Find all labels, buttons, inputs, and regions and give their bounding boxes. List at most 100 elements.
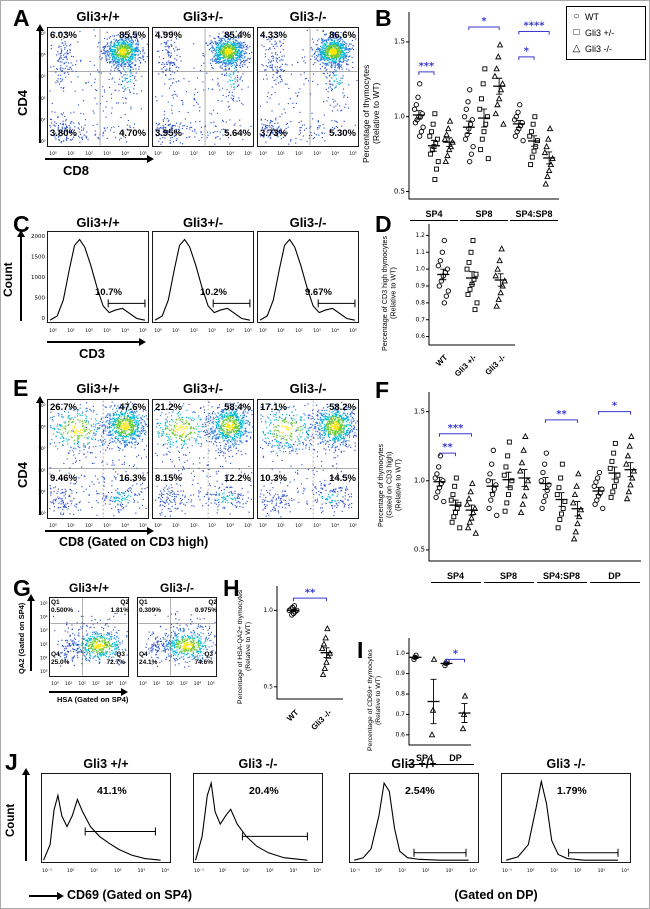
quad-pct: 58.2%	[329, 402, 356, 413]
quad-pct: 14.5%	[329, 473, 356, 484]
flow-title-a1: Gli3+/+	[76, 9, 120, 24]
panel-f-letter: F	[375, 377, 390, 403]
quad-pct: 5.30%	[329, 128, 356, 139]
gate-pct: 2.54%	[405, 785, 435, 797]
x-axis-arrowhead-icon	[147, 527, 154, 535]
gate-pct: 41.1%	[97, 785, 127, 797]
square-marker-icon: □	[573, 27, 580, 38]
quad-pct: 21.2%	[155, 402, 182, 413]
x-tick-label-ko: Gli3 -/-	[308, 708, 333, 732]
flow-title-e3: Gli3-/-	[289, 381, 327, 396]
quad-pct: 4.70%	[119, 128, 146, 139]
group-label-sp4: SP4	[430, 571, 481, 583]
panel-g-letter: G	[13, 575, 31, 601]
panel-a-letter: A	[13, 5, 30, 31]
legend: ○ WT □ Gli3 +/- △ Gli3 -/-	[566, 6, 646, 60]
scatter-plot-b	[385, 7, 563, 205]
legend-item-het: □ Gli3 +/-	[571, 25, 641, 41]
y-axis-arrowhead-icon	[17, 230, 25, 237]
panel-d-letter: D	[375, 211, 392, 237]
x-tick-label-wt: WT	[284, 708, 300, 724]
circle-marker-icon: ○	[573, 11, 580, 22]
histogram-plot	[257, 231, 359, 339]
e-x-axis-label: CD8 (Gated on CD3 high)	[59, 535, 209, 549]
q3-label: Q3	[116, 651, 125, 658]
x-axis-arrowhead-icon	[121, 688, 128, 696]
y-axis-label-cd4: CD4	[15, 90, 30, 117]
scatter-plot-f	[405, 387, 645, 567]
flow-title-g2: Gli3-/-	[159, 581, 194, 595]
flow-density-plot	[152, 27, 254, 159]
quad-q4-block: Q4 24.1%	[139, 651, 175, 667]
x-axis-arrow-line	[49, 691, 121, 693]
scatter-plot-i	[385, 635, 479, 751]
quad-pct: 4.99%	[155, 30, 182, 41]
flow-title-a2: Gli3+/-	[182, 9, 224, 24]
flow-density-plot	[257, 399, 359, 531]
quad-q4-block: Q4 25.0%	[51, 651, 87, 667]
q2-label: Q2	[120, 599, 129, 606]
quad-pct: 3.95%	[155, 128, 182, 139]
hist-title-c3: Gli3-/-	[289, 215, 327, 230]
hist-title-j1: Gli3 +/+	[83, 757, 129, 771]
g-y-axis-label: QA2 (Gated on SP4)	[17, 602, 26, 674]
quad-pct: 3.73%	[260, 128, 287, 139]
y-axis-arrowhead-icon	[22, 768, 30, 775]
flow-density-plot	[152, 399, 254, 531]
q3-value: 74.6%	[194, 658, 213, 666]
quad-pct: 47.6%	[119, 402, 146, 413]
x-axis-arrowhead-icon	[57, 892, 64, 900]
e-y-axis-label-cd4: CD4	[15, 462, 30, 489]
j-x-caption-right: (Gated on DP)	[454, 888, 538, 902]
quad-q1-block: Q1 0.500%	[51, 599, 87, 615]
legend-item-ko: △ Gli3 -/-	[571, 41, 641, 57]
q1-value: 0.500%	[51, 606, 74, 614]
x-axis-arrow-line	[45, 158, 147, 160]
quad-q3-block: Q3 72.7%	[89, 651, 125, 667]
quad-pct: 8.15%	[155, 473, 182, 484]
hist-title-c2: Gli3+/-	[182, 215, 224, 230]
quad-pct: 6.03%	[50, 30, 77, 41]
legend-label: Gli3 -/-	[585, 43, 612, 54]
q4-label: Q4	[51, 651, 60, 658]
y-axis-arrow-line	[25, 775, 27, 861]
quad-pct: 85.4%	[224, 30, 251, 41]
gate-pct: 20.4%	[249, 785, 279, 797]
histogram-plot	[193, 773, 323, 877]
q4-label: Q4	[139, 651, 148, 658]
y-axis-arrow-line	[39, 403, 41, 515]
q1-label: Q1	[51, 599, 60, 606]
flow-density-plot	[137, 597, 217, 689]
quad-pct: 58.4%	[224, 402, 251, 413]
flow-title-e2: Gli3+/-	[182, 381, 224, 396]
quad-q1-block: Q1 0.309%	[139, 599, 175, 615]
quad-pct: 86.6%	[329, 30, 356, 41]
group-label-sp4: SP4	[409, 209, 459, 221]
hist-title-c1: Gli3+/+	[76, 215, 120, 230]
flow-density-plot	[37, 597, 129, 689]
gate-pct: 10.7%	[95, 287, 122, 298]
panel-h-letter: H	[223, 575, 240, 601]
y-axis-arrow-line	[20, 237, 22, 321]
quad-pct: 9.46%	[50, 473, 77, 484]
f-y-axis-label: Percentage of thymocytes (Gated on CD3 h…	[376, 443, 403, 527]
quad-pct: 10.3%	[260, 473, 287, 484]
q3-value: 72.7%	[106, 658, 125, 666]
quad-pct: 26.7%	[50, 402, 77, 413]
quad-q2-block: Q2 0.975%	[181, 599, 217, 615]
quad-pct: 12.2%	[224, 473, 251, 484]
histogram-plot	[152, 231, 254, 339]
j-x-caption-left: CD69 (Gated on SP4)	[67, 888, 193, 902]
q2-value: 1.81%	[110, 606, 129, 614]
x-axis-label-cd8: CD8	[63, 163, 90, 178]
q3-label: Q3	[204, 651, 213, 658]
y-axis-arrow-line	[30, 601, 32, 671]
histogram-plot	[27, 231, 149, 339]
x-axis-arrow-line	[47, 341, 139, 343]
scatter-plot-d	[403, 221, 523, 351]
h-y-axis-label: Percentage of HSA-QA2+ thymocytes (Relat…	[237, 589, 253, 704]
x-axis-arrow-line	[29, 895, 57, 897]
panel-e-letter: E	[13, 375, 29, 401]
triangle-marker-icon: △	[572, 43, 581, 54]
